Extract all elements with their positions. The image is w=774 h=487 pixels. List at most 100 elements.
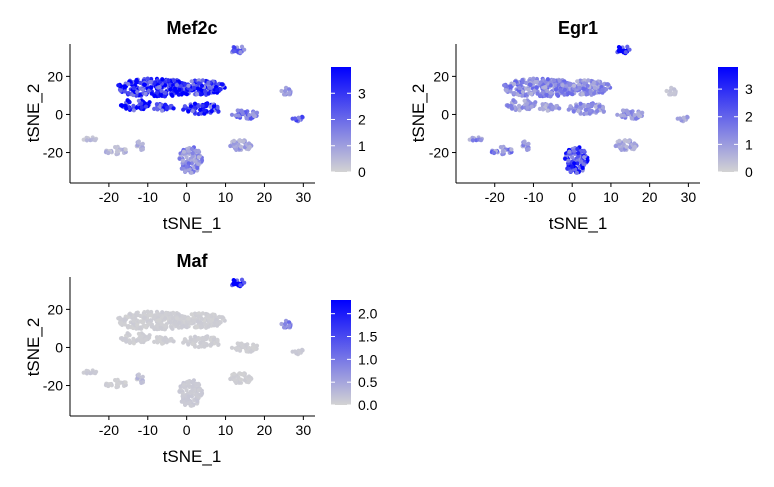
data-point <box>246 141 252 146</box>
data-point <box>200 336 205 341</box>
data-point <box>183 169 188 174</box>
data-point <box>196 314 201 319</box>
data-point <box>147 100 152 105</box>
colorbar-tick-label: 1 <box>358 138 366 154</box>
data-point <box>509 106 515 111</box>
data-point <box>186 316 191 321</box>
data-point <box>625 111 631 116</box>
data-point <box>122 84 127 89</box>
data-point <box>520 89 526 94</box>
data-point <box>189 379 194 385</box>
data-point <box>160 77 165 82</box>
data-point <box>206 324 211 329</box>
data-point <box>574 104 579 109</box>
data-point <box>577 85 582 90</box>
data-point <box>160 108 165 113</box>
data-point <box>529 91 534 96</box>
data-point <box>196 381 201 386</box>
scatter-points <box>81 277 305 408</box>
data-point <box>588 108 593 113</box>
data-point <box>174 316 179 321</box>
data-point <box>511 82 517 87</box>
data-point <box>206 80 211 85</box>
colorbar: 0.0 0.5 1.0 1.5 2.0 <box>331 300 378 413</box>
data-point <box>576 153 581 159</box>
data-point <box>189 394 194 399</box>
data-point <box>557 106 562 111</box>
data-point <box>209 109 214 114</box>
data-point <box>558 88 563 93</box>
data-point <box>231 282 237 287</box>
data-point <box>131 336 136 341</box>
data-point <box>578 101 583 106</box>
data-point <box>120 103 125 108</box>
y-tick-label: -20 <box>43 378 63 394</box>
data-point <box>581 86 586 91</box>
data-point <box>585 103 591 108</box>
data-point <box>498 145 503 150</box>
data-point <box>196 162 201 167</box>
data-point <box>605 82 611 87</box>
data-point <box>571 83 577 88</box>
data-point <box>545 108 550 113</box>
data-point <box>202 108 207 113</box>
data-point <box>584 92 589 97</box>
data-point <box>592 85 597 90</box>
data-point <box>517 85 522 90</box>
data-point <box>508 89 513 94</box>
data-point <box>576 151 581 156</box>
data-point <box>136 331 141 336</box>
colorbar-tick-label: 1.5 <box>358 329 378 345</box>
data-point <box>106 383 111 389</box>
data-point <box>190 384 195 389</box>
data-point <box>247 346 252 351</box>
data-point <box>182 337 187 342</box>
data-point <box>195 319 200 324</box>
data-point <box>591 80 597 85</box>
data-point <box>668 88 673 94</box>
x-tick-label: 30 <box>296 422 312 438</box>
data-point <box>177 389 182 394</box>
data-point <box>511 98 516 103</box>
data-point <box>199 316 205 321</box>
data-point <box>570 164 575 169</box>
x-tick-label: 10 <box>218 189 234 205</box>
data-point <box>113 145 118 150</box>
data-point <box>548 83 553 88</box>
data-point <box>184 164 189 169</box>
data-point <box>146 88 151 94</box>
data-point <box>206 313 211 318</box>
data-point <box>619 147 624 152</box>
data-point <box>200 311 205 316</box>
x-tick-label: 0 <box>568 189 576 205</box>
data-point <box>575 146 580 152</box>
data-point <box>244 116 249 121</box>
data-point <box>147 333 152 338</box>
data-point <box>188 104 194 109</box>
data-point <box>123 147 128 152</box>
data-point <box>229 112 235 117</box>
data-point <box>576 108 581 114</box>
data-point <box>588 89 593 94</box>
colorbar-tick-label: 0.0 <box>358 397 378 413</box>
data-point <box>632 141 637 146</box>
data-point <box>122 322 127 327</box>
data-point <box>116 316 121 321</box>
data-point <box>560 83 565 88</box>
data-point <box>581 148 587 153</box>
data-point <box>196 388 201 393</box>
data-point <box>287 87 292 92</box>
data-point <box>541 107 546 112</box>
colorbar: 0 1 2 3 <box>718 67 753 180</box>
data-point <box>584 111 589 116</box>
data-point <box>139 147 144 152</box>
data-point <box>242 280 247 285</box>
data-point <box>180 158 185 163</box>
data-point <box>672 90 677 95</box>
data-point <box>246 374 252 379</box>
data-point <box>163 316 168 321</box>
data-point <box>681 115 686 120</box>
data-point <box>517 103 522 108</box>
data-point <box>190 341 195 347</box>
